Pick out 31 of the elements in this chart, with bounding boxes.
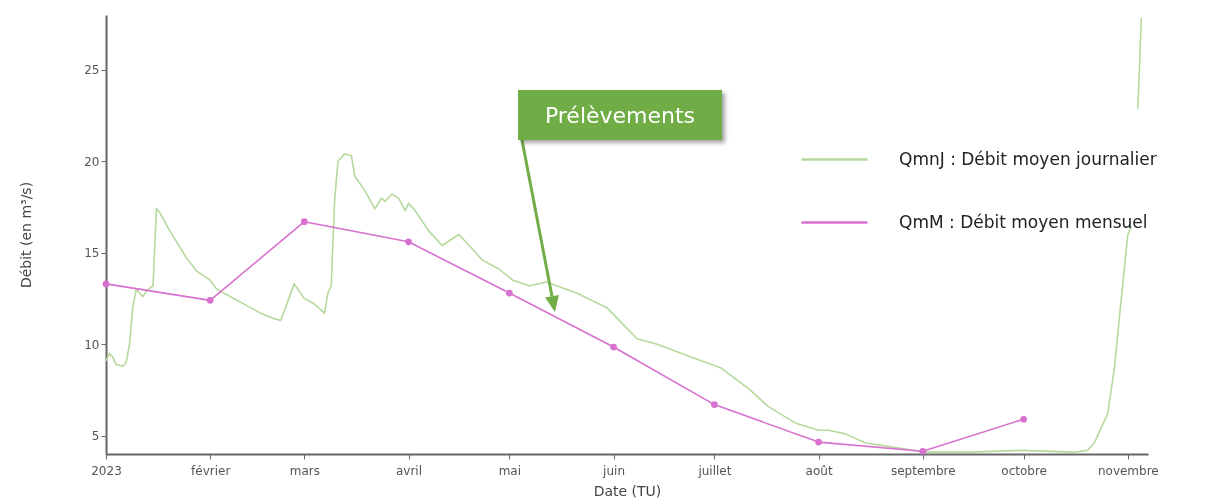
y-axis-title: Débit (en m³/s) xyxy=(18,181,35,289)
point xyxy=(405,238,412,246)
y-tick-label: 15 xyxy=(84,246,100,261)
legend-label: QmnJ : Débit moyen journalier xyxy=(899,148,1157,169)
x-axis-title: Date (TU) xyxy=(593,482,662,499)
point xyxy=(610,343,617,351)
point xyxy=(815,438,822,446)
x-tick-label: août xyxy=(805,463,833,478)
x-tick-label: février xyxy=(191,463,231,478)
x-tick-label: juin xyxy=(602,463,625,478)
y-tick-label: 10 xyxy=(84,337,100,352)
point xyxy=(506,289,513,297)
x-tick-label: mars xyxy=(289,463,320,478)
point xyxy=(206,297,214,304)
point xyxy=(300,218,308,226)
point xyxy=(711,401,718,408)
x-tick-label: mai xyxy=(498,463,522,478)
y-tick-label: 5 xyxy=(91,429,100,444)
x-tick-label: novembre xyxy=(1097,463,1159,478)
x-tick-label: 2023 xyxy=(91,463,122,478)
point xyxy=(1020,415,1027,423)
y-tick-label: 25 xyxy=(84,63,100,78)
x-tick-label: septembre xyxy=(890,463,956,478)
annotation: Prélèvements xyxy=(518,90,722,140)
x-tick-label: juillet xyxy=(697,463,732,478)
y-tick-label: 20 xyxy=(84,154,100,169)
legend-label: QmM : Débit moyen mensuel xyxy=(899,211,1148,232)
point xyxy=(102,280,110,288)
point xyxy=(919,447,927,455)
x-tick-label: avril xyxy=(395,463,423,478)
x-tick-label: octobre xyxy=(1001,463,1047,478)
